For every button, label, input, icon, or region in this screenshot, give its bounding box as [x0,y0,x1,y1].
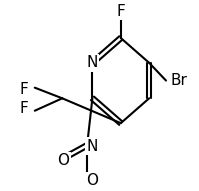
Text: O: O [57,153,69,168]
Text: N: N [87,139,98,154]
Text: N: N [87,55,98,70]
Text: Br: Br [170,73,187,88]
Text: F: F [20,82,29,97]
Text: O: O [86,173,99,188]
Text: F: F [20,101,29,117]
Text: F: F [116,3,125,19]
